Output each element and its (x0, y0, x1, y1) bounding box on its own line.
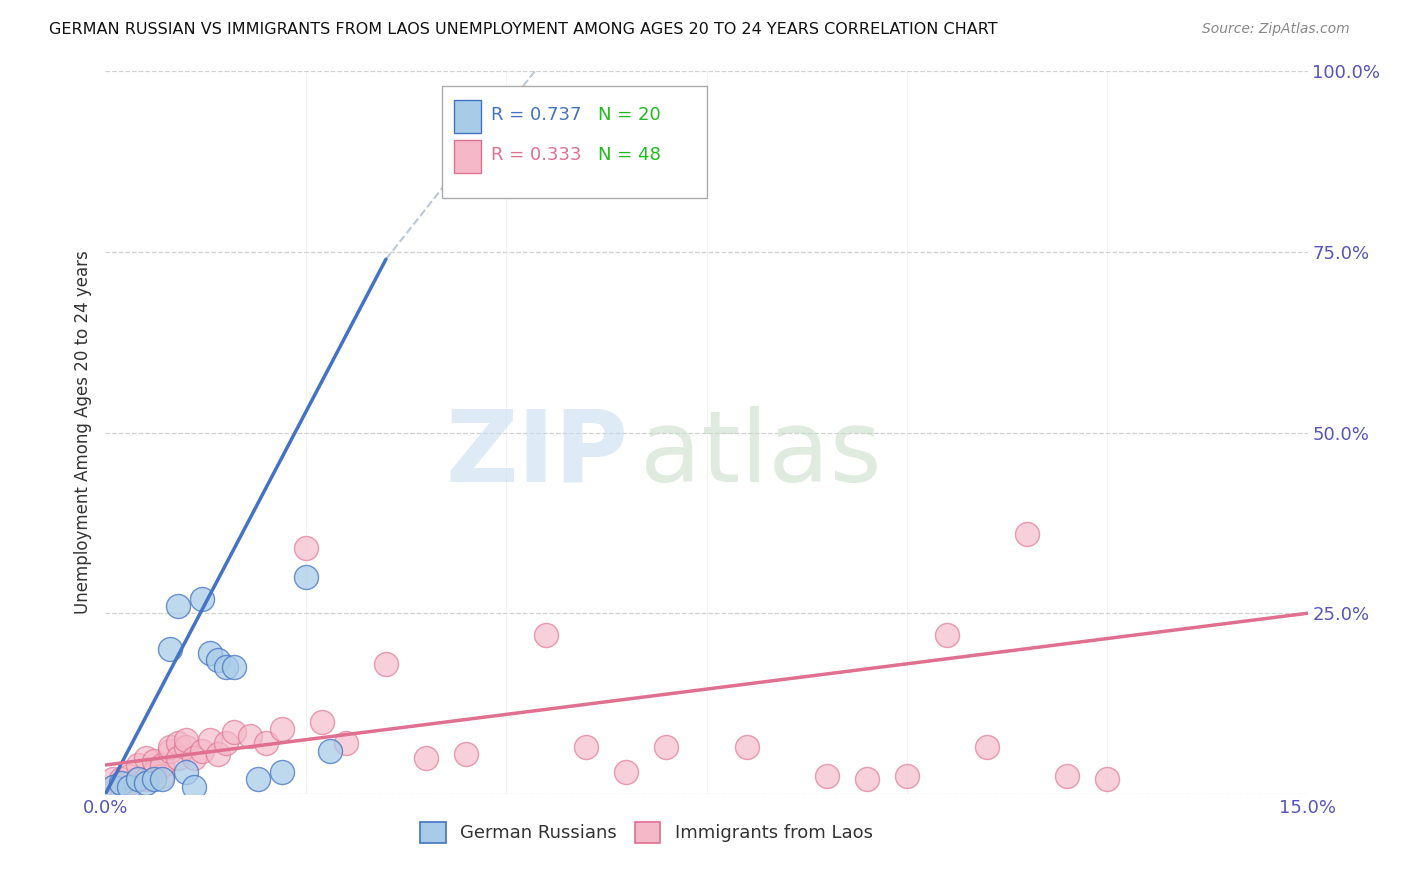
Point (1097, 772, 1119, 787)
Point (150, 769, 173, 783)
Point (855, 772, 877, 787)
Point (174, 765, 197, 780)
Point (246, 772, 269, 787)
Point (135, 776, 157, 790)
Text: GERMAN RUSSIAN VS IMMIGRANTS FROM LAOS UNEMPLOYMENT AMONG AGES 20 TO 24 YEARS CO: GERMAN RUSSIAN VS IMMIGRANTS FROM LAOS U… (49, 22, 998, 37)
Point (976, 739, 998, 754)
Point (222, 725, 245, 739)
Point (1017, 526, 1039, 541)
Point (456, 747, 478, 761)
Point (135, 772, 157, 787)
Point (142, 765, 165, 780)
Point (896, 769, 918, 783)
Point (159, 743, 181, 757)
Point (166, 736, 188, 750)
Point (575, 739, 598, 754)
Point (536, 628, 558, 642)
Point (270, 722, 292, 736)
Point (270, 765, 292, 780)
Point (166, 751, 188, 765)
Point (135, 751, 157, 765)
Point (655, 739, 678, 754)
Point (214, 736, 236, 750)
Text: atlas: atlas (640, 406, 882, 503)
Point (207, 747, 229, 761)
Point (335, 736, 357, 750)
Point (118, 780, 141, 794)
Point (198, 646, 221, 660)
Text: N = 20: N = 20 (599, 106, 661, 124)
Legend: German Russians, Immigrants from Laos: German Russians, Immigrants from Laos (413, 814, 880, 850)
Point (127, 772, 149, 787)
Point (616, 765, 638, 780)
Text: Source: ZipAtlas.com: Source: ZipAtlas.com (1202, 22, 1350, 37)
Point (295, 570, 318, 584)
Point (127, 758, 149, 772)
Point (159, 739, 181, 754)
Text: ZIP: ZIP (446, 406, 628, 503)
Point (295, 541, 318, 556)
Point (214, 660, 236, 674)
Point (159, 642, 181, 657)
Point (110, 780, 132, 794)
Point (415, 751, 437, 765)
Point (207, 653, 229, 667)
Point (239, 729, 262, 743)
FancyBboxPatch shape (441, 86, 707, 198)
Point (103, 772, 125, 787)
Point (190, 591, 212, 606)
Point (142, 772, 165, 787)
Bar (454, 140, 481, 172)
Point (222, 660, 245, 674)
Text: R = 0.333: R = 0.333 (491, 146, 582, 164)
Point (118, 776, 141, 790)
Text: N = 48: N = 48 (599, 146, 661, 164)
Point (183, 780, 205, 794)
Y-axis label: Unemployment Among Ages 20 to 24 years: Unemployment Among Ages 20 to 24 years (75, 251, 93, 615)
Point (183, 751, 205, 765)
Point (174, 739, 197, 754)
Point (1056, 769, 1078, 783)
Point (150, 772, 173, 787)
Point (254, 736, 277, 750)
Point (103, 780, 125, 794)
Point (319, 743, 342, 757)
Point (150, 758, 173, 772)
Point (127, 772, 149, 787)
Point (118, 769, 141, 783)
Point (103, 780, 125, 794)
Point (936, 628, 959, 642)
Bar (454, 100, 481, 133)
Point (311, 714, 333, 729)
Point (190, 743, 212, 757)
Point (735, 739, 758, 754)
Point (110, 776, 132, 790)
Point (142, 755, 165, 769)
Point (815, 769, 838, 783)
Point (375, 657, 398, 671)
Point (110, 772, 132, 787)
Text: R = 0.737: R = 0.737 (491, 106, 582, 124)
Point (198, 732, 221, 747)
Point (166, 599, 188, 613)
Point (174, 732, 197, 747)
